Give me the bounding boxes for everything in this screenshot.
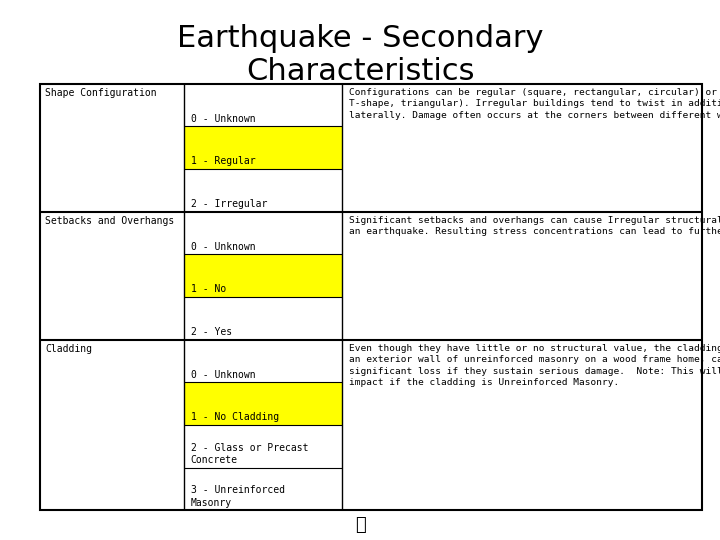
Text: 0 - Unknown: 0 - Unknown — [191, 369, 256, 380]
Text: Even though they have little or no structural value, the cladding elements, such: Even though they have little or no struc… — [349, 344, 720, 387]
Text: Significant setbacks and overhangs can cause Irregular structural performance in: Significant setbacks and overhangs can c… — [349, 216, 720, 237]
Text: Configurations can be regular (square, rectangular, circular) or Irregular (L-sh: Configurations can be regular (square, r… — [349, 88, 720, 120]
Bar — [184, 126, 342, 169]
Bar — [40, 84, 702, 510]
Bar — [184, 382, 342, 425]
Text: 1 - No: 1 - No — [191, 284, 226, 294]
Text: 0 - Unknown: 0 - Unknown — [191, 113, 256, 124]
Text: 3 - Unreinforced
Masonry: 3 - Unreinforced Masonry — [191, 485, 285, 508]
Text: 0 - Unknown: 0 - Unknown — [191, 241, 256, 252]
Text: Shape Configuration: Shape Configuration — [45, 88, 157, 98]
Text: Characteristics: Characteristics — [246, 57, 474, 86]
Text: 1 - Regular: 1 - Regular — [191, 156, 256, 166]
Text: 1 - No Cladding: 1 - No Cladding — [191, 412, 279, 422]
Text: 🔈: 🔈 — [355, 516, 365, 534]
Text: 2 - Irregular: 2 - Irregular — [191, 199, 267, 209]
Text: 2 - Glass or Precast
Concrete: 2 - Glass or Precast Concrete — [191, 443, 308, 465]
Text: Earthquake - Secondary: Earthquake - Secondary — [176, 24, 544, 53]
Text: 2 - Yes: 2 - Yes — [191, 327, 232, 337]
Bar — [184, 254, 342, 297]
Text: Cladding: Cladding — [45, 344, 92, 354]
Text: Setbacks and Overhangs: Setbacks and Overhangs — [45, 216, 175, 226]
